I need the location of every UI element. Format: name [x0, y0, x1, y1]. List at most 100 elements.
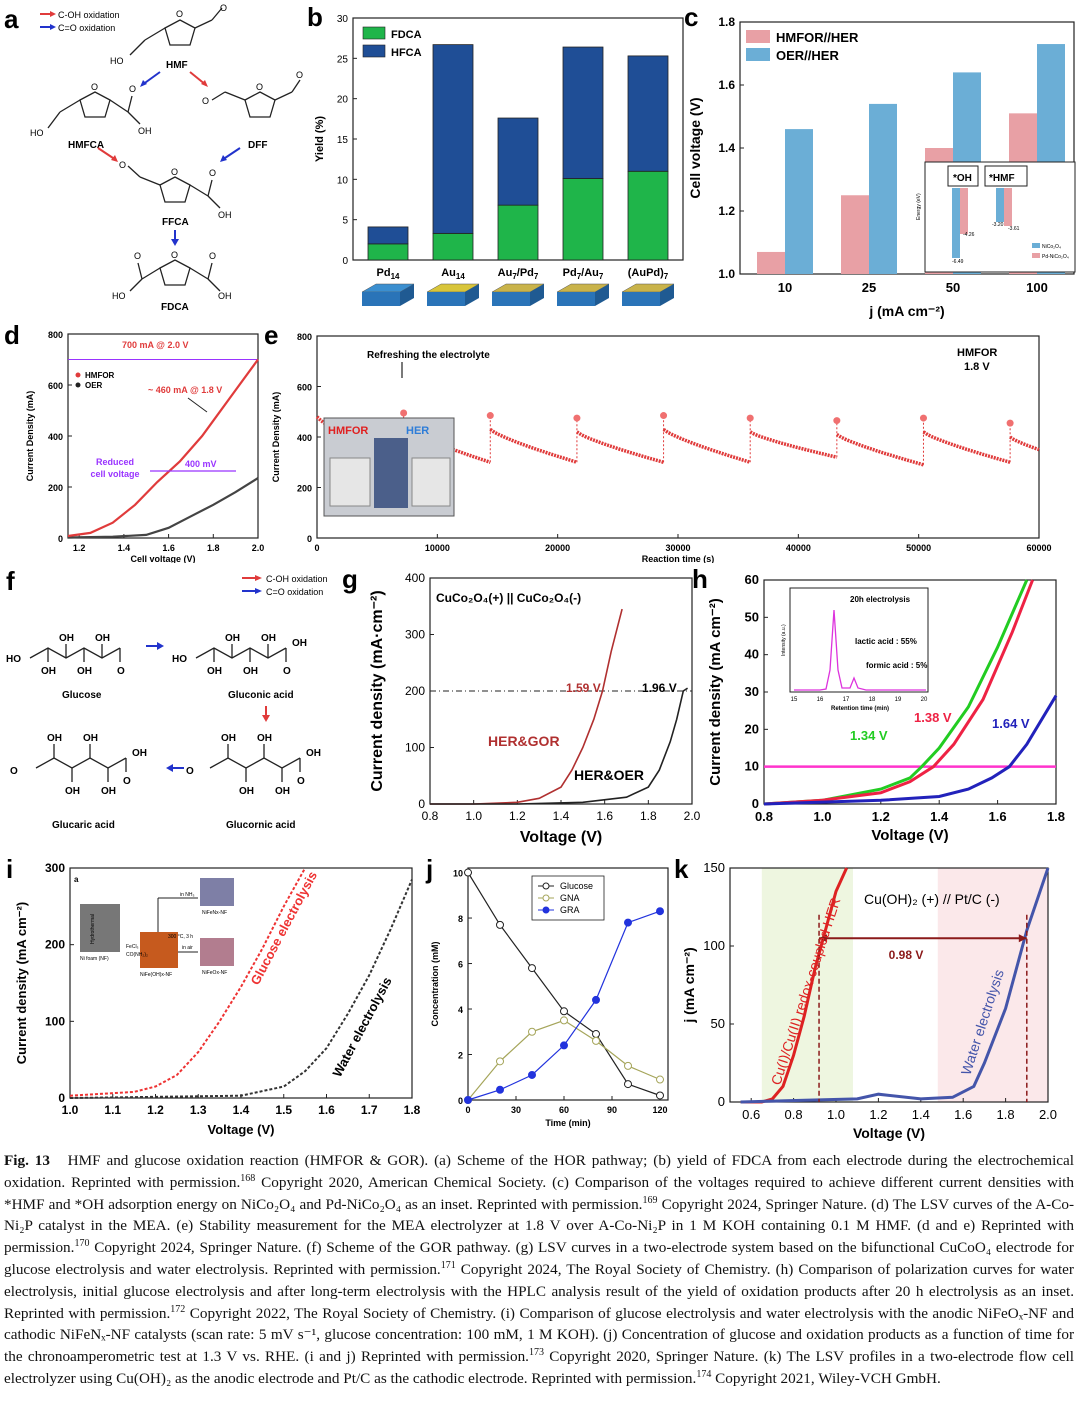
caption-ref-5[interactable]: 172: [170, 1303, 186, 1315]
hmf-molecule: [129, 7, 223, 56]
chart-e: e 0 10000 20000 30000 40000 50000 60000 0 200 400 6…: [264, 320, 1052, 564]
series-her-gor: [430, 608, 623, 805]
legend-marker-hmfor: [75, 372, 81, 378]
series-hmfor: [67, 358, 259, 538]
refresh-point: [746, 414, 754, 422]
x-axis-label: Time (min): [545, 1118, 590, 1128]
caption-ref-7[interactable]: 174: [696, 1368, 712, 1380]
legend-label-Glucose: Glucose: [560, 881, 593, 891]
x-category-label: Au7/Pd7: [498, 267, 539, 281]
svg-text:O: O: [209, 251, 216, 261]
stability-cycle-4: [662, 427, 751, 464]
model-side: [465, 284, 479, 306]
y-axis-label: Current Density (mA): [25, 391, 35, 482]
x-tick-label: 1.6: [596, 809, 613, 823]
y-tick-label: 10: [745, 759, 759, 774]
x-tick-label: 1.7: [361, 1103, 378, 1117]
series-water: [763, 694, 1058, 806]
y-tick-label: 0: [718, 1094, 725, 1109]
point-GRA: [656, 907, 664, 916]
legend-swatch-FDCA: [362, 26, 386, 40]
svg-text:O: O: [220, 3, 227, 13]
caption-ref-4[interactable]: 171: [440, 1259, 456, 1271]
glucaric-acid-molecule: OH OH OH OH O OH O: [10, 733, 147, 797]
figure-caption: Fig. 13 HMF and glucose oxidation reacti…: [4, 1150, 1074, 1390]
bar-hfca-Pd14: [367, 226, 409, 245]
model-front: [557, 292, 595, 306]
x-tick-label: 1.4: [553, 809, 570, 823]
legend-marker-GRA: [542, 906, 550, 914]
y-tick-label: 40: [745, 647, 759, 662]
y-tick-label: 100: [45, 1014, 65, 1028]
inset-legend-label: NiCo₂O₄: [1042, 244, 1061, 250]
inset-co: CO(NH₂)₂: [126, 952, 148, 958]
annotation-159: 1.59 V: [566, 681, 601, 695]
nf-image: [80, 904, 120, 952]
model-front: [362, 292, 400, 306]
y-tick-label: 0: [752, 796, 759, 811]
legend-blue-text: C=O oxidation: [58, 23, 115, 33]
chart-b: b 0 5 10 15 20 25 30 Yield (%) Pd14 Au14 Au7/Pd7 Pd7…: [307, 2, 684, 306]
panel-b: b 0 5 10 15 20 25 30 Yield (%) Pd14 Au14 Au7/Pd7 Pd7…: [305, 0, 690, 320]
group-o: O: [123, 776, 131, 787]
label-glucose: Glucose electrolysis: [247, 869, 320, 988]
inset-title-box-1: [947, 165, 979, 187]
x-tick-label: 30: [511, 1105, 521, 1115]
x-axis-label: Voltage (V): [520, 829, 602, 846]
series-GRA: [467, 910, 661, 1101]
point-Glucose: [528, 964, 536, 973]
bar-hfca-Pd7/Au7: [562, 46, 604, 179]
y-tick-label: 200: [48, 483, 63, 493]
caption-ref-1[interactable]: 168: [240, 1172, 256, 1184]
annotation-cell-voltage: cell voltage: [90, 469, 139, 479]
annotation-700: 700 mA @ 2.0 V: [122, 340, 188, 350]
y-tick-label: 300: [45, 861, 65, 875]
y-tick-label: 600: [297, 383, 312, 393]
svg-text:O: O: [296, 70, 303, 80]
bar-fdca-(AuPd)7: [627, 170, 669, 261]
group-oh: OH: [95, 633, 110, 644]
group-oh: OH: [101, 786, 116, 797]
point-GRA: [560, 1041, 568, 1050]
inset-x-tick: 15: [791, 697, 798, 703]
label-her-oer: HER&OER: [574, 767, 644, 783]
point-Glucose: [464, 868, 472, 877]
x-tick-label: 1.6: [989, 809, 1007, 824]
caption-ref-2[interactable]: 169: [642, 1194, 658, 1206]
chart-g: g 0.8 1.0 1.2 1.4 1.6 1.8 2.0 0 100 200 300 400 Volta…: [342, 564, 701, 846]
x-tick-label: 40000: [786, 543, 811, 553]
group-oh: OH: [47, 733, 62, 744]
inset-value: -4.26: [963, 232, 975, 238]
x-tick-label: 1.2: [509, 809, 526, 823]
panel-d: d 1.2 1.4 1.6 1.8 2.0 0 200 400 600 800 Cell voltag…: [0, 318, 265, 564]
inset-title-1: *OH: [953, 173, 972, 184]
refresh-point: [573, 414, 581, 422]
bar-hfca-Au14: [432, 44, 474, 234]
y-tick-label: 600: [48, 381, 63, 391]
glucose-name: Glucose: [62, 690, 102, 701]
panel-k: k 0.6 0.8 1.0 1.2 1.4 1.6 1.8 2.0 0 50 100 150 Voltag…: [670, 848, 1080, 1148]
legend-label-GRA: GRA: [560, 905, 580, 915]
x-tick-label: 1.8: [404, 1103, 421, 1117]
y-tick-label: 30: [745, 684, 759, 699]
x-tick-label: 30000: [665, 543, 690, 553]
y-tick-label: 800: [297, 332, 312, 342]
caption-ref-6[interactable]: 173: [528, 1347, 544, 1359]
inset-bar: [996, 188, 1004, 222]
group-oh: OH: [207, 666, 222, 677]
x-tick-label: 1.6: [318, 1103, 335, 1117]
x-tick-label: 0.8: [755, 809, 773, 824]
bar-oer-10: [785, 129, 813, 274]
plot-frame: [69, 867, 413, 1099]
panel-a: a C-OH oxidation C=O oxidation O HO O HM…: [0, 0, 305, 315]
caption-text-4: Copyright 2024, Springer Nature. (f) Sch…: [4, 1239, 1074, 1278]
panel-i: i 1.0 1.1 1.2 1.3 1.4 1.5 1.6 1.7 1.8 0 100 200 300 Vo…: [0, 848, 425, 1148]
caption-ref-3[interactable]: 170: [74, 1238, 90, 1250]
inset-bar: [952, 188, 960, 258]
bar-fdca-Au7/Pd7: [497, 204, 539, 261]
stability-cycle-7: [922, 430, 1011, 464]
svg-text:O: O: [256, 82, 263, 92]
annotation-gap: 0.98 V: [889, 948, 924, 962]
y-tick-label: 0: [58, 534, 63, 544]
legend-swatch-HFCA: [362, 44, 386, 58]
